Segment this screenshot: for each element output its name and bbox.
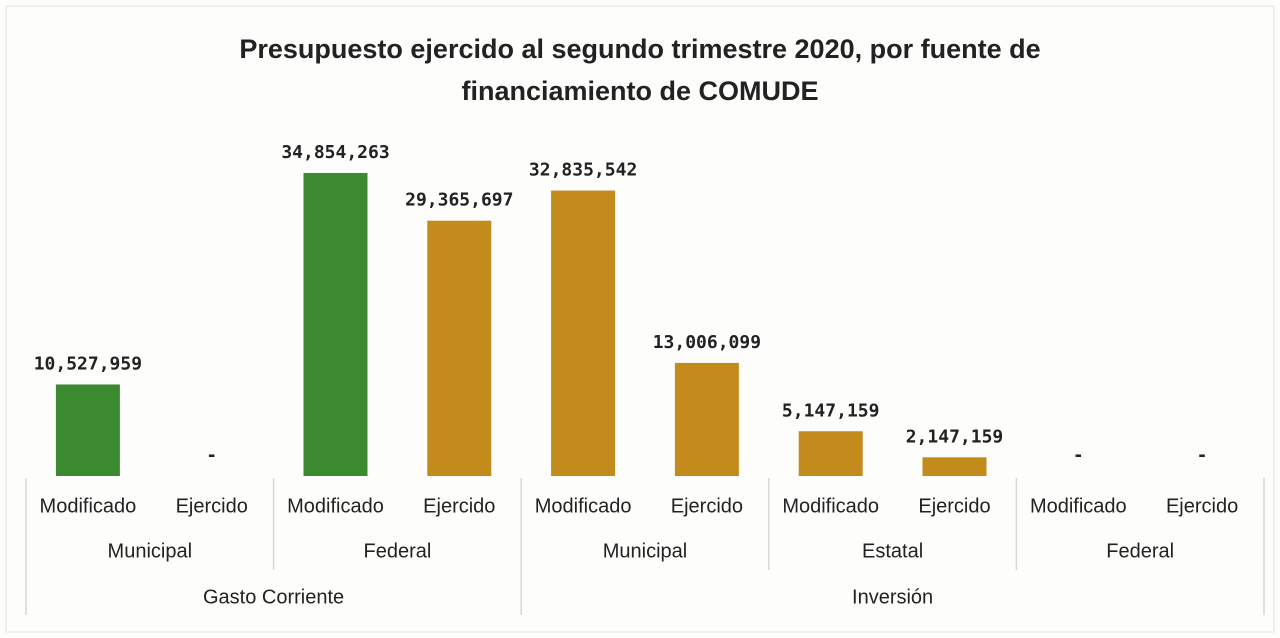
x-tick-label: Modificado xyxy=(782,495,879,517)
chart-title: Presupuesto ejercido al segundo trimestr… xyxy=(239,34,1041,106)
bar xyxy=(798,431,863,476)
group-label: Inversión xyxy=(852,586,933,608)
group-label: Federal xyxy=(1106,540,1174,562)
data-label: 32,835,542 xyxy=(529,160,637,181)
group-label: Municipal xyxy=(603,540,687,562)
data-label: 29,365,697 xyxy=(405,190,513,211)
bar xyxy=(55,384,120,476)
data-label: - xyxy=(1197,445,1208,466)
x-tick-label: Ejercido xyxy=(423,495,495,517)
bar xyxy=(427,220,492,476)
x-tick-label: Modificado xyxy=(287,495,384,517)
data-label: 34,854,263 xyxy=(281,142,389,163)
data-label: 5,147,159 xyxy=(782,400,880,421)
group-label: Municipal xyxy=(108,540,192,562)
x-tick-label: Ejercido xyxy=(176,495,248,517)
data-label: 13,006,099 xyxy=(653,332,761,353)
x-tick-label: Ejercido xyxy=(918,495,990,517)
bar xyxy=(303,173,368,476)
x-tick-label: Modificado xyxy=(40,495,137,517)
group-label: Estatal xyxy=(862,540,923,562)
data-label: 10,527,959 xyxy=(34,353,142,374)
data-label: - xyxy=(1073,445,1084,466)
x-tick-label: Modificado xyxy=(535,495,632,517)
data-label: - xyxy=(206,445,217,466)
x-tick-label: Modificado xyxy=(1030,495,1127,517)
chart-frame xyxy=(5,5,1275,633)
x-tick-label: Ejercido xyxy=(1166,495,1238,517)
bar xyxy=(922,457,987,476)
bar xyxy=(551,190,616,476)
x-tick-label: Ejercido xyxy=(671,495,743,517)
group-label: Federal xyxy=(363,540,431,562)
group-label: Gasto Corriente xyxy=(203,586,344,608)
bar xyxy=(674,362,739,476)
data-label: 2,147,159 xyxy=(906,426,1004,447)
